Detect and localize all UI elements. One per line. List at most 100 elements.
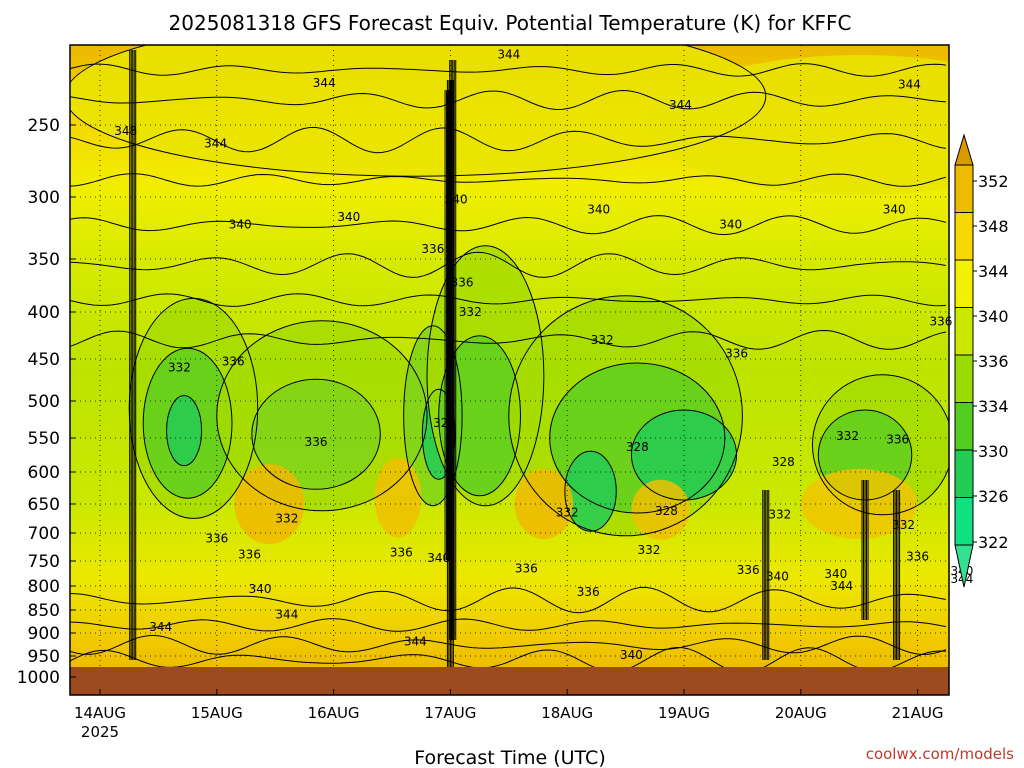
contour-line: [142, 347, 233, 499]
y-tick-label: 900: [28, 624, 60, 644]
contour-fill-region: [166, 395, 202, 466]
colorbar-segment: [954, 133, 974, 166]
contour-label: 336: [930, 314, 953, 328]
y-tick-label: 450: [28, 350, 60, 370]
contour-label: 340: [229, 217, 252, 231]
contour-label: 328: [772, 455, 795, 469]
contour-label: 336: [515, 562, 538, 576]
contour-label: 344: [669, 98, 692, 112]
x-tick-label: 18AUG: [541, 704, 593, 722]
y-tick-label: 700: [28, 524, 60, 544]
contour-line: [812, 374, 949, 516]
colorbar-segment: [954, 164, 974, 213]
y-tick-label: 800: [28, 577, 60, 597]
contour-label: 332: [892, 518, 915, 532]
contour-label: 340: [766, 570, 789, 584]
contour-line: [128, 297, 259, 519]
colorbar-segment: [954, 497, 974, 546]
y-tick-label: 850: [28, 601, 60, 621]
x-tick-label: 14AUG: [74, 704, 126, 722]
contour-fill-region: [800, 469, 918, 539]
credit-text: coolwx.com/models: [866, 745, 1014, 763]
colorbar-segment: [954, 259, 974, 308]
contour-line: [70, 45, 767, 177]
contour-line: [70, 293, 947, 307]
contour-label: 336: [725, 346, 748, 360]
grid: [70, 45, 949, 695]
contour-label: 344: [404, 634, 427, 648]
contour-label: 336: [238, 547, 261, 561]
contour-label: 332: [638, 543, 661, 557]
contour-label: 344: [497, 47, 520, 61]
x-axis: 14AUG 15AUG 16AUG 17AUG 18AUG 19AUG 20AUG 21AUG…: [74, 689, 944, 741]
y-tick-label: 300: [28, 188, 60, 208]
contour-label: 336: [737, 563, 760, 577]
contour-label: 332: [275, 512, 298, 526]
colorbar-tick-label: 326: [978, 487, 1009, 506]
x-axis-label: Forecast Time (UTC): [414, 747, 605, 768]
contour-label: 344: [204, 137, 227, 151]
contour-line: [421, 388, 456, 480]
contour-fill-region: [649, 55, 949, 195]
y-axis: 250 300 350 400 450 500 550 600 650 700 750 800 850 9…: [17, 116, 76, 688]
y-tick-label: 350: [28, 250, 60, 270]
colorbar-tick-label: 322: [978, 533, 1009, 552]
contour-line: [70, 251, 947, 278]
contour-label: 340: [620, 648, 643, 662]
contour-labels: 3483443443443443443403403403403403403363…: [114, 47, 973, 662]
colorbar-tick-label: 330: [978, 442, 1009, 461]
contour-line: [70, 215, 947, 236]
contour-line: [549, 362, 726, 514]
contour-label: 340: [427, 551, 450, 565]
contour-fill-region: [234, 464, 305, 544]
contour-fill-region: [70, 45, 766, 177]
y-tick-label: 600: [28, 463, 60, 483]
contour-fill-region: [564, 451, 617, 532]
contour-lines: [70, 45, 949, 674]
contour-label: 348: [114, 124, 137, 138]
surface-band: [70, 667, 949, 695]
y-tick-label: 500: [28, 392, 60, 412]
colorbar-segment: [954, 402, 974, 451]
contour-label: 340: [587, 202, 610, 216]
contour-line: [70, 618, 947, 632]
y-tick-label: 1000: [17, 668, 60, 688]
x-tick-label: 21AUG: [892, 704, 944, 722]
y-tick-label: 400: [28, 303, 60, 323]
contour-label: 336: [390, 546, 413, 560]
contour-label: 336: [222, 355, 245, 369]
contour-label: 336: [906, 550, 929, 564]
contour-label: 332: [168, 360, 191, 374]
colorbar-segment: [954, 212, 974, 261]
y-tick-label: 250: [28, 116, 60, 136]
contour-label: 332: [591, 333, 614, 347]
contour-label: 340: [337, 210, 360, 224]
contour-line: [564, 450, 617, 532]
contour-fill-region: [251, 379, 381, 490]
contour-fill-region: [514, 469, 574, 539]
colorbar-tick-label: 336: [978, 352, 1009, 371]
contour-line: [70, 89, 947, 111]
colorbar-tick-label: 352: [978, 172, 1009, 191]
x-tick-label: 20AUG: [775, 704, 827, 722]
contour-label: 340: [249, 582, 272, 596]
colorbar-segment: [954, 449, 974, 498]
contour-label: 336: [451, 275, 474, 289]
contour-line: [508, 295, 743, 537]
plot-frame: [69, 44, 950, 696]
x-tick-label: 19AUG: [658, 704, 710, 722]
y-tick-label: 750: [28, 552, 60, 572]
contour-label: 332: [459, 305, 482, 319]
contour-label: 332: [556, 506, 579, 520]
contour-label: 344: [275, 608, 298, 622]
contour-line: [70, 634, 947, 656]
contour-label: 336: [205, 532, 228, 546]
contour-line: [70, 127, 947, 154]
y-tick-label: 950: [28, 647, 60, 667]
y-tick-label: 650: [28, 495, 60, 515]
contour-line: [70, 63, 947, 77]
contour-label: 336: [577, 585, 600, 599]
contour-label: 336: [305, 435, 328, 449]
contour-label: 332: [836, 429, 859, 443]
